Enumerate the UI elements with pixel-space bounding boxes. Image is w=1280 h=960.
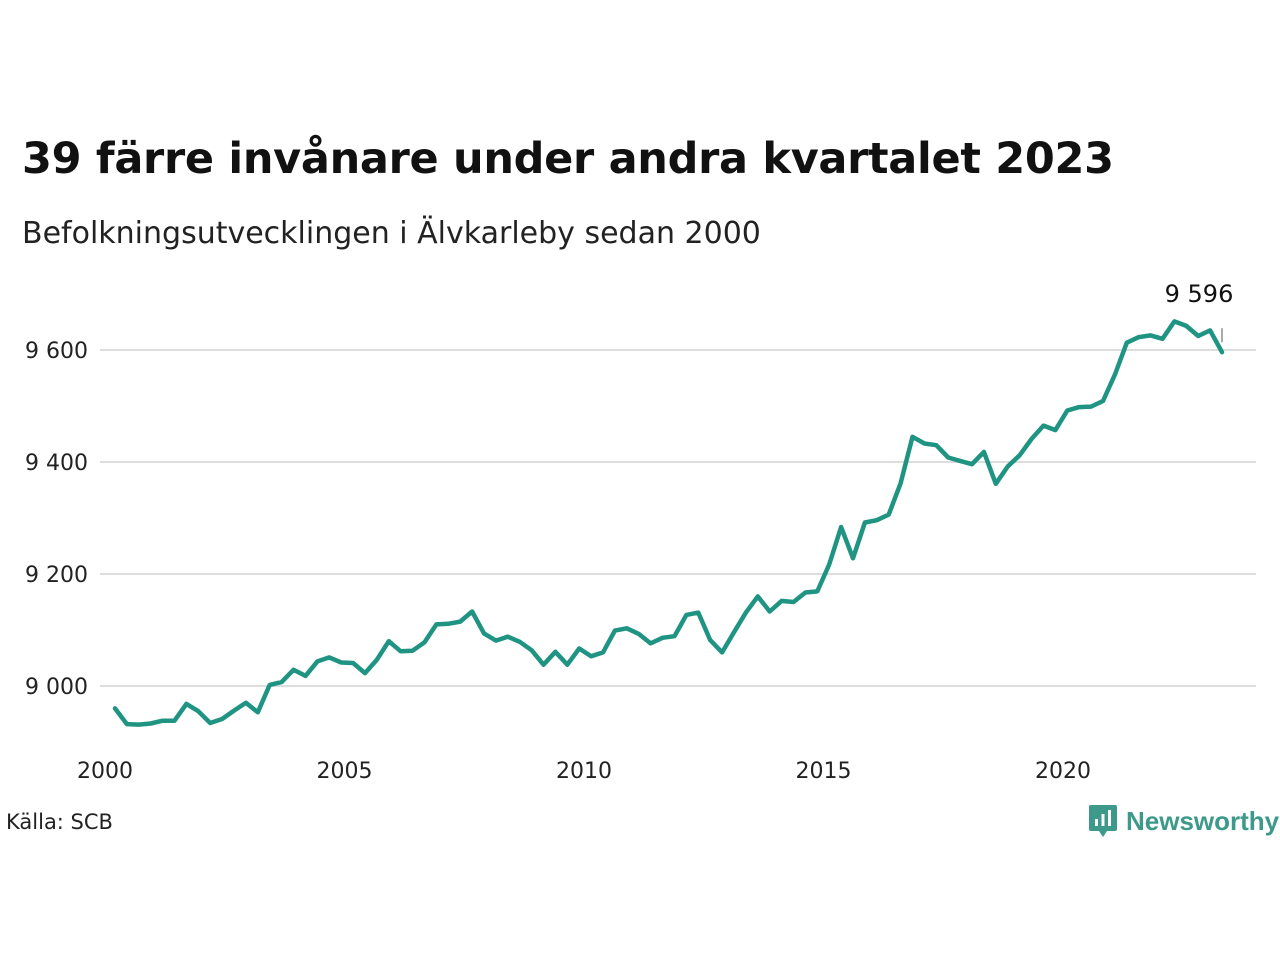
x-tick-label: 2000 [77, 759, 133, 784]
x-tick-label: 2010 [556, 759, 612, 784]
series-line [112, 319, 1225, 727]
y-tick-label: 9 600 [25, 339, 88, 364]
y-tick-label: 9 200 [25, 563, 88, 588]
annotation-label: 9 596 [1165, 280, 1234, 308]
chart-subtitle: Befolkningsutvecklingen i Älvkarleby sed… [22, 216, 761, 251]
y-axis-ticks: 9 000 9 200 9 400 9 600 [25, 339, 88, 700]
x-tick-label: 2005 [317, 759, 373, 784]
x-tick-label: 2020 [1035, 759, 1091, 784]
x-axis-ticks: 2000 2005 2010 2015 2020 [77, 759, 1091, 784]
gridlines [100, 349, 1256, 687]
brand-name: Newsworthy [1126, 805, 1280, 836]
source-label: Källa: SCB [6, 810, 113, 834]
newsworthy-icon [1089, 805, 1117, 837]
x-tick-label: 2015 [796, 759, 852, 784]
y-tick-label: 9 400 [25, 451, 88, 476]
brand-logo: Newsworthy [1088, 803, 1279, 839]
y-tick-label: 9 000 [25, 675, 88, 700]
chart-title: 39 färre invånare under andra kvartalet … [22, 134, 1114, 184]
